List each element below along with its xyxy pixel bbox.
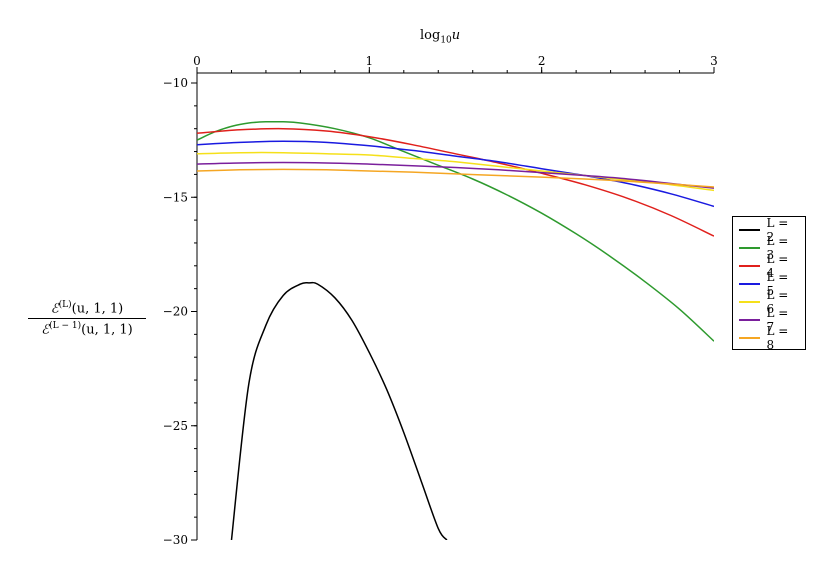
series-line-L4	[197, 127, 714, 237]
series-line-L3	[197, 120, 714, 342]
legend-swatch	[739, 319, 761, 321]
y-label-den-base: ℰ	[41, 322, 50, 338]
x-tick-label: 3	[710, 54, 718, 68]
legend-item: L = 7	[739, 306, 799, 334]
y-tick-label: −10	[163, 76, 188, 90]
series-line-L2	[230, 281, 448, 540]
legend-item: L = 4	[739, 252, 799, 280]
x-axis-label: log10u	[420, 28, 460, 46]
y-label-den-args: (u, 1, 1)	[81, 322, 133, 338]
series-line-L5	[197, 140, 714, 208]
legend-swatch	[739, 229, 761, 231]
x-tick-label: 2	[538, 54, 546, 68]
legend-swatch	[739, 283, 761, 285]
legend-swatch	[739, 301, 761, 303]
legend-label: L = 5	[766, 270, 789, 298]
legend-swatch	[739, 247, 761, 249]
y-tick-label: −20	[163, 305, 188, 319]
series-lines	[197, 120, 714, 540]
legend-item: L = 5	[739, 270, 799, 298]
y-axis-label-numerator: ℰ(L)(u, 1, 1)	[28, 300, 146, 320]
legend-label: L = 2	[766, 216, 789, 244]
y-label-num-args: (u, 1, 1)	[71, 301, 124, 317]
y-tick-label: −30	[163, 533, 188, 547]
legend-item: L = 2	[739, 216, 799, 244]
series-line-L6	[197, 151, 714, 192]
legend-item: L = 3	[739, 234, 799, 262]
y-axis-label: ℰ(L)(u, 1, 1) ℰ(L − 1)(u, 1, 1)	[28, 300, 146, 338]
legend-swatch	[739, 337, 761, 339]
x-axis-label-variable: u	[451, 28, 461, 43]
series-line-L7	[197, 161, 714, 189]
y-axis-label-denominator: ℰ(L − 1)(u, 1, 1)	[28, 319, 146, 337]
legend-swatch	[739, 265, 761, 267]
y-tick-label: −15	[163, 190, 188, 204]
legend-label: L = 6	[766, 288, 789, 316]
x-tick-label: 1	[366, 54, 374, 68]
x-axis-label-subscript: 10	[440, 35, 452, 46]
legend-label: L = 8	[766, 324, 789, 352]
y-label-den-sup: (L − 1)	[49, 321, 82, 332]
legend-label: L = 3	[766, 234, 789, 262]
legend-label: L = 7	[766, 306, 789, 334]
x-tick-label: 0	[193, 54, 201, 68]
legend-item: L = 6	[739, 288, 799, 316]
y-label-num-sup: (L)	[58, 300, 72, 310]
axes: 0 1 2 3 −10 −15 −20 −25 −30	[163, 54, 718, 547]
x-axis-label-base: log	[420, 28, 441, 43]
y-tick-label: −25	[163, 419, 188, 433]
y-label-num-base: ℰ	[50, 301, 59, 317]
legend-item: L = 8	[739, 324, 799, 352]
series-line-L8	[197, 168, 714, 188]
legend-label: L = 4	[766, 252, 789, 280]
